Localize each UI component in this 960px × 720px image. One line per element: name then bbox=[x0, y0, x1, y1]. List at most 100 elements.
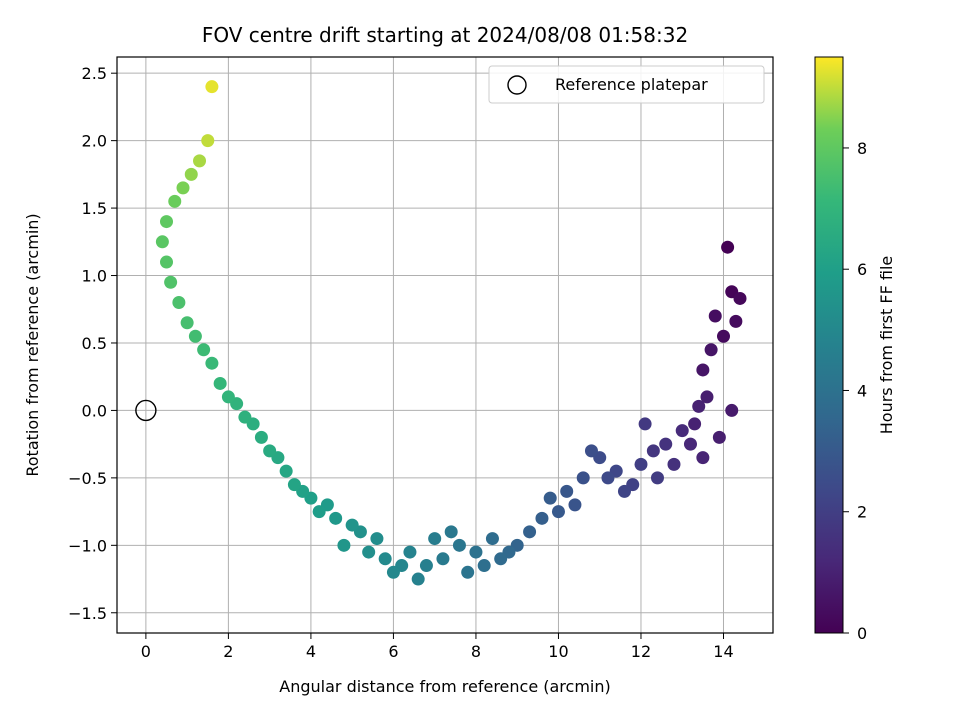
scatter-point bbox=[188, 329, 202, 343]
colorbar-tick-label: 4 bbox=[857, 381, 867, 400]
scatter-points bbox=[155, 80, 747, 586]
x-tick-label: 14 bbox=[713, 642, 733, 661]
scatter-point bbox=[444, 525, 458, 539]
scatter-point bbox=[201, 134, 215, 148]
scatter-point bbox=[601, 471, 615, 485]
scatter-point bbox=[213, 376, 227, 390]
scatter-point bbox=[708, 309, 722, 323]
scatter-point bbox=[279, 464, 293, 478]
scatter-point bbox=[386, 565, 400, 579]
scatter-point bbox=[667, 457, 681, 471]
grid-lines bbox=[117, 57, 773, 633]
scatter-point bbox=[543, 491, 557, 505]
scatter-point bbox=[700, 390, 714, 404]
legend: Reference platepar bbox=[488, 65, 765, 104]
scatter-point bbox=[688, 417, 702, 431]
colorbar-tick-label: 2 bbox=[857, 503, 867, 522]
scatter-point bbox=[160, 215, 174, 229]
scatter-point bbox=[378, 552, 392, 566]
scatter-point bbox=[584, 444, 598, 458]
x-axis-label: Angular distance from reference (arcmin) bbox=[279, 677, 610, 696]
scatter-point bbox=[494, 552, 508, 566]
colorbar: 0 2 4 6 8 Hours from first FF file bbox=[814, 56, 896, 643]
scatter-point bbox=[576, 471, 590, 485]
scatter-point bbox=[168, 194, 182, 208]
scatter-point bbox=[176, 181, 190, 195]
scatter-point bbox=[329, 511, 343, 525]
scatter-point bbox=[428, 532, 442, 546]
scatter-point bbox=[436, 552, 450, 566]
y-tick-label: 1.0 bbox=[82, 267, 107, 286]
scatter-point bbox=[712, 430, 726, 444]
scatter-point bbox=[461, 565, 475, 579]
legend-box bbox=[488, 65, 765, 104]
y-tick-label: −1.5 bbox=[68, 604, 107, 623]
scatter-point bbox=[477, 559, 491, 573]
scatter-point bbox=[452, 538, 466, 552]
scatter-point bbox=[704, 343, 718, 357]
x-tick-label: 0 bbox=[141, 642, 151, 661]
scatter-point bbox=[238, 410, 252, 424]
y-axis-label: Rotation from reference (arcmin) bbox=[23, 213, 42, 476]
reference-marker-layer bbox=[135, 399, 157, 422]
y-tick-label: 2.0 bbox=[82, 132, 107, 151]
x-tick-label: 10 bbox=[548, 642, 568, 661]
scatter-point bbox=[696, 363, 710, 377]
scatter-point bbox=[254, 430, 268, 444]
y-tick-label: 0.5 bbox=[82, 334, 107, 353]
scatter-point bbox=[716, 329, 730, 343]
scatter-point bbox=[551, 505, 565, 519]
scatter-point bbox=[659, 437, 673, 451]
scatter-point bbox=[164, 275, 178, 289]
scatter-point bbox=[263, 444, 277, 458]
y-tick-label: −1.0 bbox=[68, 536, 107, 555]
scatter-point bbox=[692, 399, 706, 413]
y-tick-label: 0.0 bbox=[82, 401, 107, 420]
scatter-point bbox=[184, 167, 198, 181]
scatter-point bbox=[721, 240, 735, 254]
scatter-point bbox=[221, 390, 235, 404]
scatter-point bbox=[469, 545, 483, 559]
scatter-point bbox=[337, 538, 351, 552]
scatter-point bbox=[362, 545, 376, 559]
scatter-point bbox=[568, 498, 582, 512]
legend-label-reference-platepar: Reference platepar bbox=[555, 75, 708, 94]
colorbar-label: Hours from first FF file bbox=[877, 256, 896, 435]
scatter-point bbox=[197, 343, 211, 357]
scatter-point bbox=[634, 457, 648, 471]
x-tick-label: 2 bbox=[223, 642, 233, 661]
scatter-point bbox=[419, 559, 433, 573]
x-axis-ticks: 0 2 4 6 8 10 12 14 bbox=[141, 633, 734, 661]
y-tick-label: 1.5 bbox=[82, 199, 107, 218]
scatter-point bbox=[155, 235, 169, 249]
scatter-point bbox=[733, 291, 747, 305]
colorbar-tick-label: 6 bbox=[857, 260, 867, 279]
x-tick-label: 12 bbox=[631, 642, 651, 661]
scatter-point bbox=[370, 532, 384, 546]
scatter-point bbox=[523, 525, 537, 539]
scatter-point bbox=[650, 471, 664, 485]
y-axis-ticks: −1.5 −1.0 −0.5 0.0 0.5 1.0 1.5 2.0 2.5 bbox=[68, 64, 117, 623]
scatter-point bbox=[646, 444, 660, 458]
scatter-point bbox=[683, 437, 697, 451]
scatter-point bbox=[180, 316, 194, 330]
colorbar-tick-label: 8 bbox=[857, 139, 867, 158]
scatter-point bbox=[729, 314, 743, 328]
scatter-point bbox=[638, 417, 652, 431]
scatter-point bbox=[160, 255, 174, 269]
scatter-point bbox=[696, 451, 710, 465]
scatter-point bbox=[675, 424, 689, 438]
scatter-point bbox=[535, 511, 549, 525]
x-tick-label: 8 bbox=[471, 642, 481, 661]
colorbar-gradient bbox=[814, 56, 844, 634]
scatter-point bbox=[312, 505, 326, 519]
scatter-point bbox=[485, 532, 499, 546]
colorbar-ticks: 0 2 4 6 8 bbox=[843, 139, 867, 643]
scatter-point bbox=[345, 518, 359, 532]
scatter-point bbox=[193, 154, 207, 168]
scatter-point bbox=[172, 296, 186, 310]
scatter-point bbox=[560, 484, 574, 498]
scatter-point bbox=[725, 403, 739, 417]
scatter-point bbox=[205, 356, 219, 370]
